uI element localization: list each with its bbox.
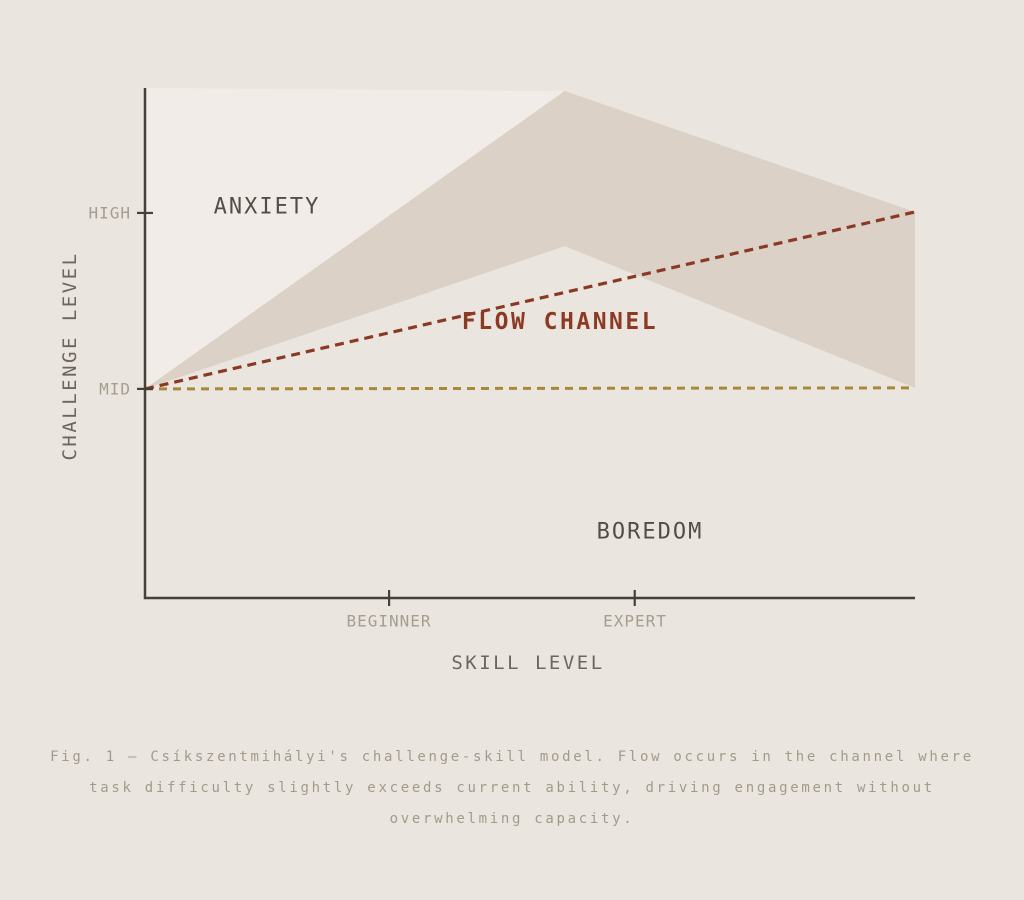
- caption-line: Fig. 1 — Csíkszentmihályi's challenge-sk…: [50, 749, 974, 765]
- boredom-region-label: BOREDOM: [596, 519, 704, 545]
- caption-line: overwhelming capacity.: [389, 811, 635, 827]
- flow-diagonal-dashed: [144, 210, 916, 391]
- x-tick-label-beginner: BEGINNER: [346, 611, 432, 631]
- flow-chart-svg: [137, 88, 916, 606]
- mid-baseline-dashed: [144, 386, 916, 391]
- caption-line: task difficulty slightly exceeds current…: [89, 780, 935, 796]
- y-axis-title: CHALLENGE LEVEL: [59, 251, 81, 461]
- flow-band-fill: [145, 91, 915, 389]
- anxiety-region-fill: [145, 88, 565, 389]
- figure-caption: Fig. 1 — Csíkszentmihályi's challenge-sk…: [0, 742, 1024, 835]
- y-tick-label-mid: MID: [99, 379, 131, 399]
- axes: [143, 88, 915, 600]
- x-tick-label-expert: EXPERT: [603, 611, 667, 631]
- x-axis-title: SKILL LEVEL: [451, 652, 605, 674]
- flow-channel-label: FLOW CHANNEL: [461, 309, 659, 335]
- y-tick-label-high: HIGH: [88, 203, 131, 223]
- anxiety-region-label: ANXIETY: [213, 194, 321, 220]
